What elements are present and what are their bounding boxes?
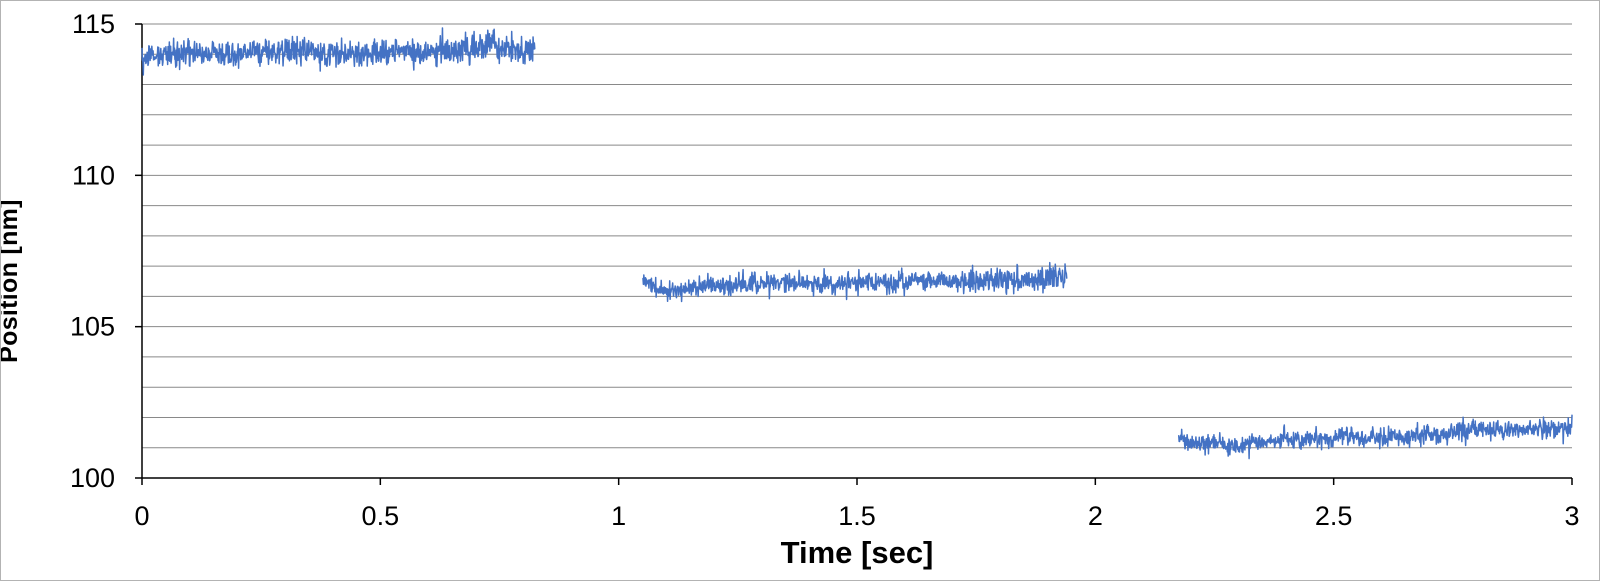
svg-text:0: 0 [134, 501, 149, 531]
svg-text:2.5: 2.5 [1315, 501, 1353, 531]
svg-text:115: 115 [72, 9, 115, 39]
svg-text:105: 105 [70, 312, 115, 342]
svg-text:3: 3 [1564, 501, 1579, 531]
svg-text:100: 100 [70, 463, 115, 493]
svg-text:1.5: 1.5 [838, 501, 876, 531]
svg-text:2: 2 [1088, 501, 1103, 531]
svg-text:0.5: 0.5 [362, 501, 400, 531]
svg-text:110: 110 [72, 160, 115, 190]
svg-text:1: 1 [611, 501, 626, 531]
